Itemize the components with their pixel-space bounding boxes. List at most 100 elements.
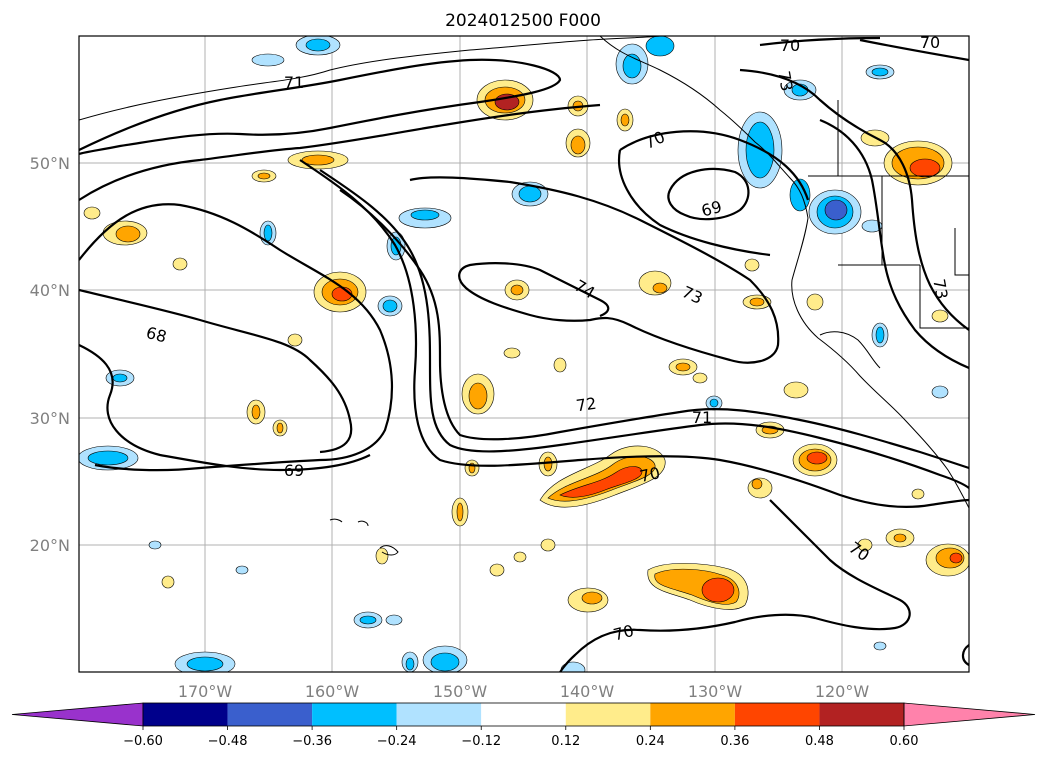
- map-frame: [78, 35, 970, 673]
- blob-positive: [806, 293, 824, 311]
- blob-positive: [456, 502, 464, 522]
- blob-negative: [186, 656, 224, 672]
- contour-70-north: [79, 103, 601, 201]
- blob-positive: [553, 357, 567, 373]
- contour-73-inland-2: [819, 118, 969, 370]
- us-mexico-coast: [791, 217, 969, 509]
- blob-positive: [581, 591, 603, 605]
- contour-label: 70: [611, 621, 636, 645]
- contour-68: [79, 203, 394, 472]
- blob-positive: [701, 577, 735, 603]
- colorbar-swatch: [312, 703, 397, 726]
- blob-positive: [806, 451, 828, 465]
- contour-label: 73: [929, 277, 951, 300]
- contour-74: [409, 176, 780, 364]
- blob-negative: [385, 614, 403, 626]
- contour-70-south: [299, 159, 969, 509]
- lat-labels: 50°N 40°N 30°N 20°N: [30, 154, 70, 555]
- blob-negative: [518, 185, 542, 203]
- blob-positive: [468, 382, 488, 410]
- lat-label-40n: 40°N: [30, 281, 70, 300]
- colorbar-tick-label: −0.36: [292, 734, 332, 749]
- blob-positive: [857, 538, 873, 552]
- blob-negative: [148, 540, 162, 550]
- blob-positive: [692, 372, 708, 384]
- blob-negative: [382, 299, 398, 313]
- colorbar-extend-low: [11, 702, 144, 727]
- colorbar-swatch: [481, 703, 566, 726]
- contour-label: 71: [692, 408, 712, 427]
- blob-positive-band: [559, 466, 643, 498]
- map-panel: 71 70 70 70 69 74 73 72 71 70 70 68 69 7…: [78, 33, 970, 673]
- colorbar-tick-label: 0.36: [720, 734, 749, 749]
- blob-positive: [652, 282, 668, 294]
- colorbar-swatch: [650, 703, 735, 726]
- blob-negative: [430, 652, 460, 672]
- lon-label-170w: 170°W: [178, 682, 233, 701]
- blob-positive: [489, 563, 505, 577]
- hawaii-islands: [329, 518, 399, 556]
- blob-negative: [263, 224, 273, 242]
- blob-positive: [161, 575, 175, 589]
- blob-negative: [560, 661, 586, 672]
- colorbar-swatch: [143, 703, 228, 726]
- blob-negative: [112, 373, 128, 383]
- contour-71: [79, 58, 562, 156]
- blob-positive: [251, 404, 261, 420]
- blob-positive: [909, 158, 941, 178]
- blob-positive: [172, 257, 188, 271]
- colorbar-tick-label: 0.48: [805, 734, 834, 749]
- blob-positive: [83, 206, 101, 220]
- contour-70-ne: [759, 36, 969, 62]
- blob-positive: [543, 456, 553, 472]
- blob-positive: [620, 113, 630, 127]
- map-background: [79, 36, 969, 672]
- blob-negative: [305, 38, 331, 52]
- height-contours: [79, 36, 969, 672]
- alaska-bc-coast: [599, 36, 809, 219]
- blob-positive: [675, 362, 691, 372]
- contour-label: 70: [780, 36, 800, 55]
- blob-positive: [893, 533, 907, 543]
- blob-positive: [744, 258, 760, 272]
- colorbar-tick-label: −0.48: [208, 734, 248, 749]
- contour-label: 69: [284, 461, 304, 480]
- contour-71-south: [319, 169, 969, 489]
- blob-positive: [503, 347, 521, 359]
- colorbar-swatch: [734, 703, 820, 726]
- lon-label-150w: 150°W: [433, 682, 488, 701]
- blob-negative: [873, 641, 887, 651]
- coastlines: [79, 36, 969, 556]
- contour-69-south: [79, 344, 371, 472]
- blob-positive: [510, 284, 524, 296]
- filled-contours: [79, 36, 969, 672]
- lon-label-140w: 140°W: [560, 682, 615, 701]
- contour-label: 69: [699, 197, 724, 221]
- baja-coast: [819, 331, 881, 369]
- state-borders: [838, 176, 969, 329]
- colorbar-extend-high: [903, 702, 1036, 727]
- blob-negative: [789, 178, 811, 212]
- contour-72: [339, 189, 969, 470]
- blob-negative: [251, 53, 285, 67]
- blob-negative: [645, 36, 675, 57]
- contour-label: 70: [920, 33, 940, 52]
- blob-positive: [301, 154, 335, 166]
- contour-label: 73: [774, 69, 796, 92]
- graticule: [79, 36, 969, 672]
- blob-positive: [751, 478, 763, 490]
- colorbar-tick-label: 0.24: [636, 734, 665, 749]
- blob-positive: [749, 297, 765, 307]
- lon-labels: 170°W 160°W 150°W 140°W 130°W 120°W: [178, 682, 870, 701]
- blob-positive: [115, 225, 141, 243]
- contour-70-sw: [558, 499, 911, 672]
- blob-negative: [359, 615, 377, 625]
- contour-label: 70: [638, 463, 662, 486]
- colorbar-tick-label: −0.24: [377, 734, 417, 749]
- colorbar-tick-label: 0.12: [551, 734, 580, 749]
- colorbar-swatch: [819, 703, 904, 726]
- lat-label-50n: 50°N: [30, 154, 70, 173]
- lat-label-30n: 30°N: [30, 409, 70, 428]
- colorbar-tick-label: −0.60: [123, 734, 163, 749]
